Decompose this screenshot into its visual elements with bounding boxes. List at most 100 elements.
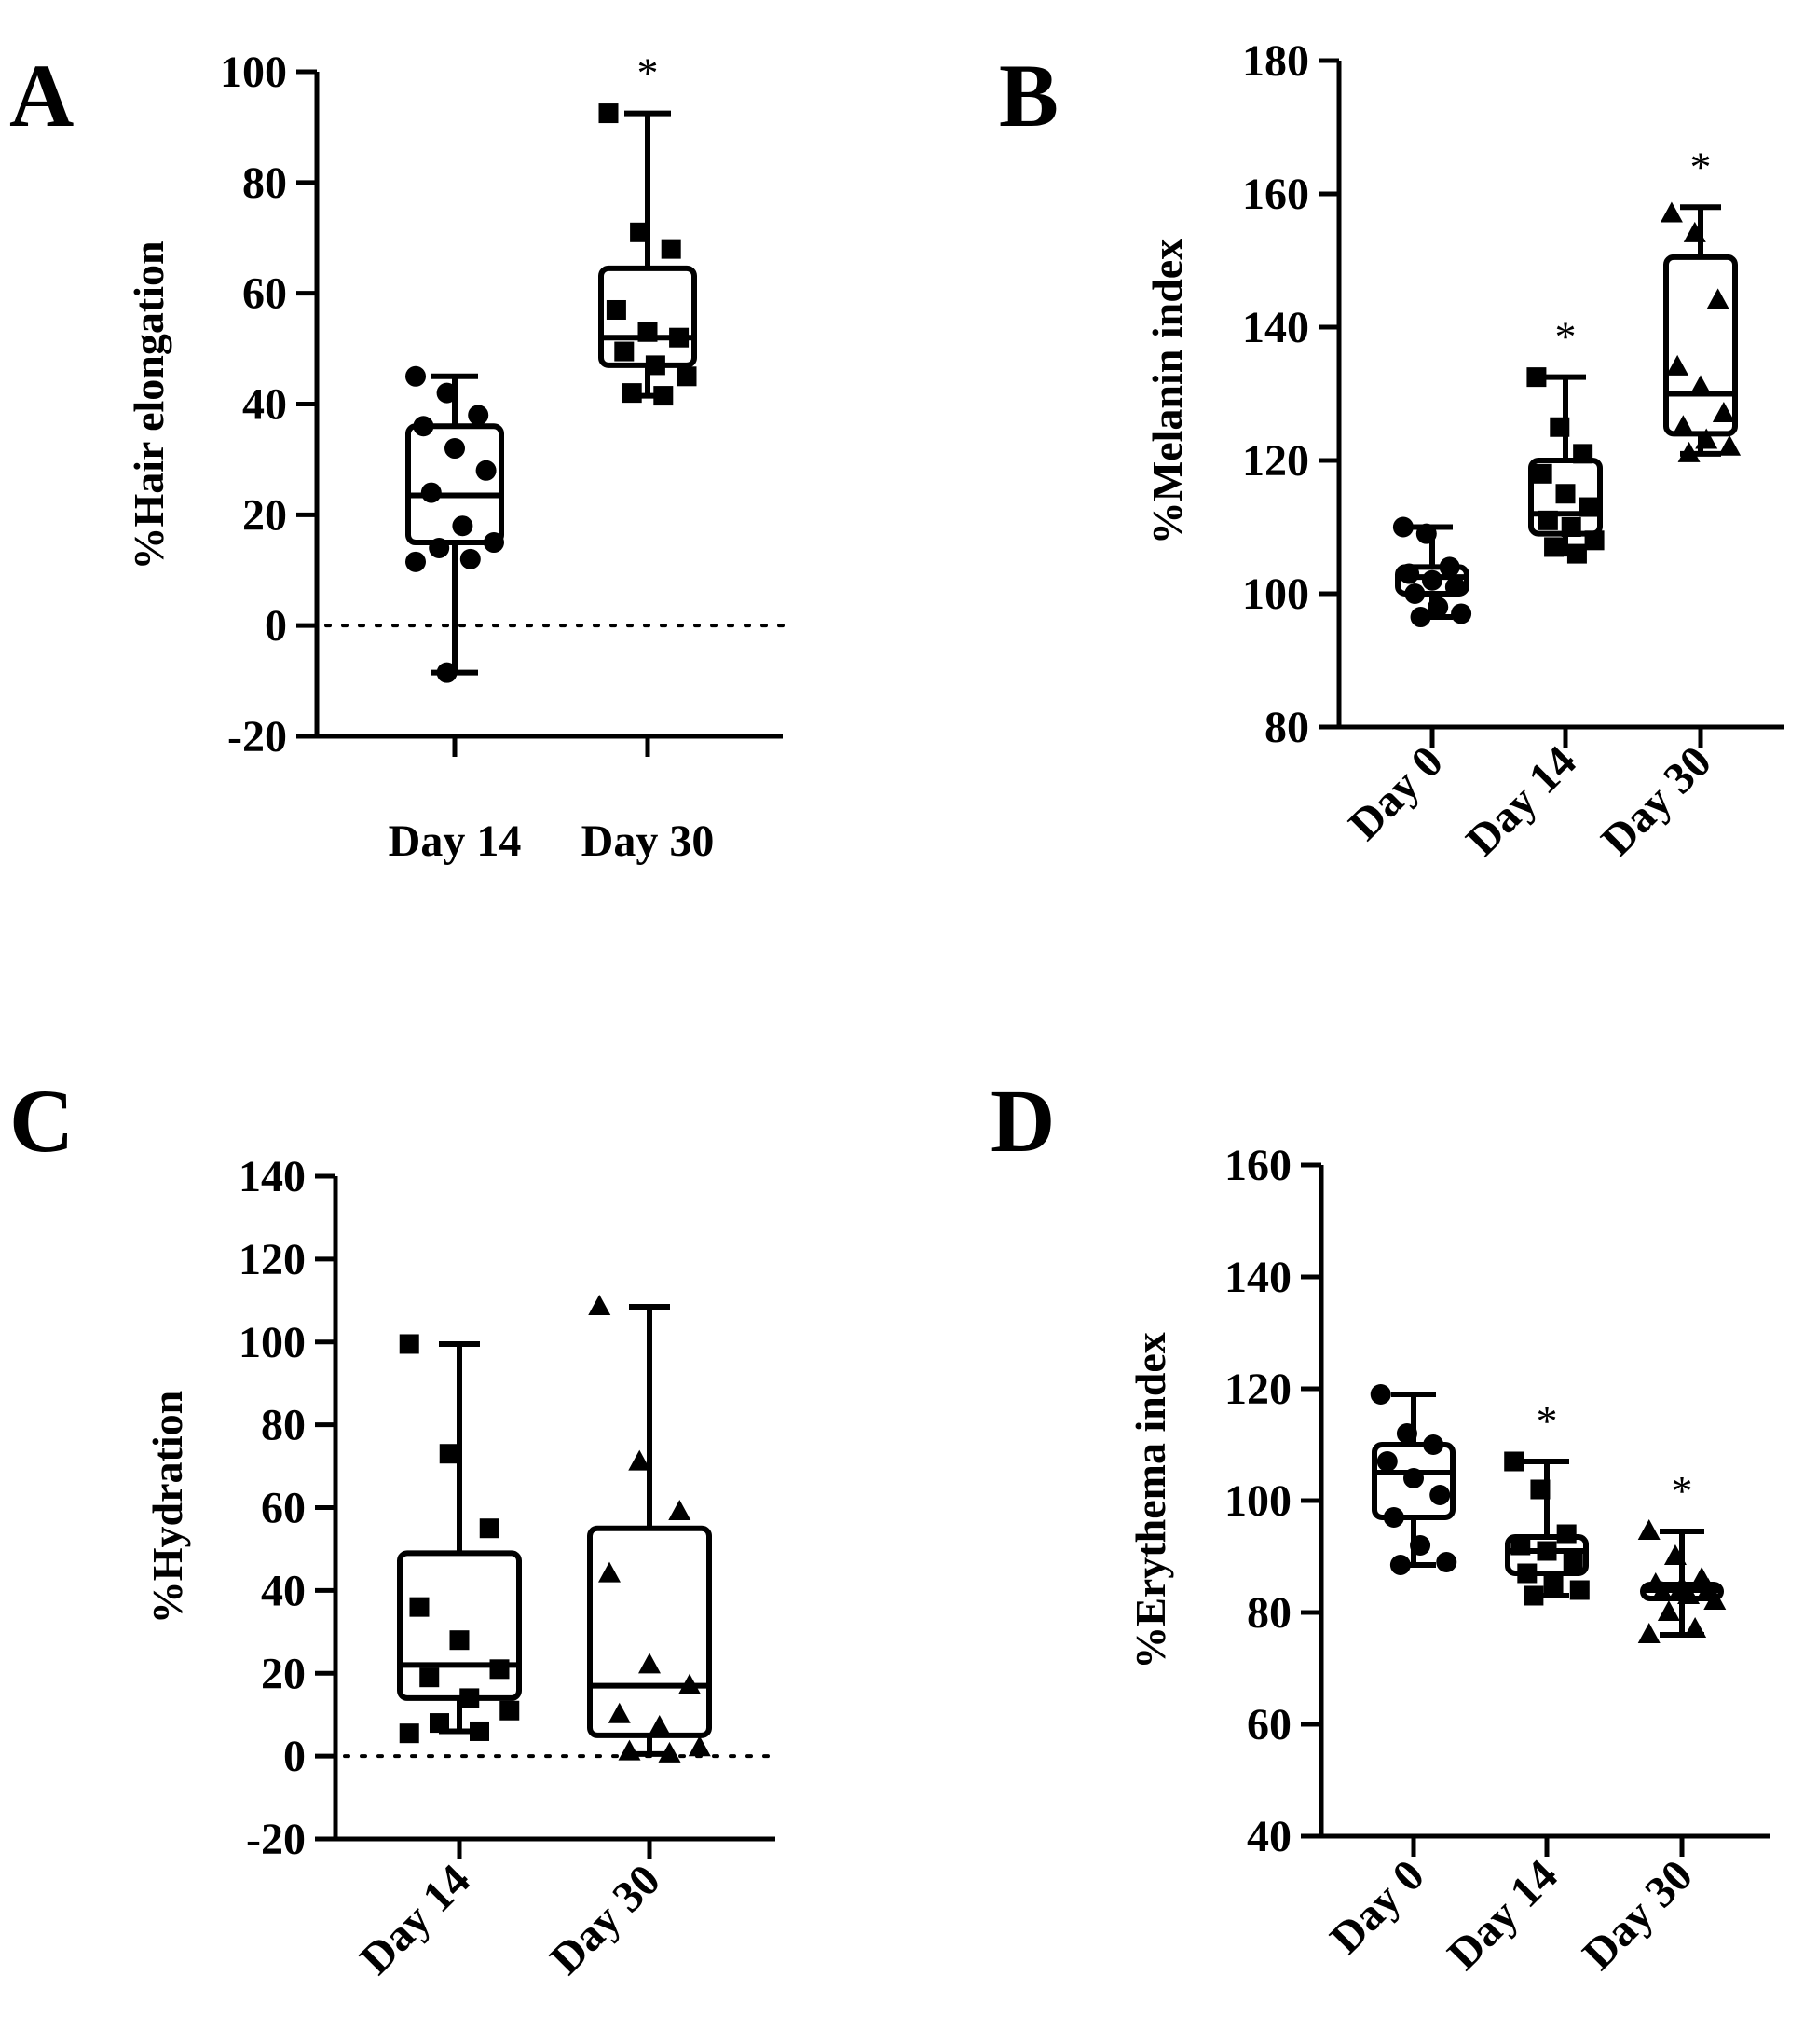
- data-point-a: [452, 515, 473, 537]
- box-iqr-d: [1372, 1442, 1456, 1520]
- data-point-b: [1428, 597, 1449, 618]
- data-point-d: [1423, 1434, 1444, 1455]
- data-point-d: [1530, 1479, 1551, 1500]
- box-group-b-3: Day 30 *: [1592, 143, 1742, 866]
- y-tick-label-c: 60: [261, 1484, 306, 1533]
- significance-asterisk-d: *: [1672, 1467, 1693, 1515]
- data-point-a: [598, 103, 619, 124]
- data-point-d: [1650, 1581, 1674, 1601]
- y-tick-label-d: 140: [1224, 1253, 1292, 1302]
- data-point-c: [608, 1702, 631, 1723]
- data-point-c: [429, 1713, 449, 1734]
- data-point-a: [669, 327, 690, 348]
- data-point-d: [1637, 1519, 1661, 1540]
- data-point-a: [459, 548, 481, 569]
- data-point-b: [1689, 375, 1712, 396]
- data-point-c: [449, 1630, 470, 1651]
- data-point-c: [459, 1688, 480, 1708]
- data-point-b: [1695, 428, 1718, 449]
- panel-letter-a: A: [9, 46, 74, 145]
- data-point-b: [1526, 367, 1547, 388]
- data-point-d: [1376, 1451, 1398, 1472]
- data-point-d: [1569, 1580, 1590, 1600]
- panel-c: C %Hydration -20 0 20 40 60 80 100 120 140 Day 14…: [9, 1071, 777, 1984]
- data-point-d: [1389, 1555, 1411, 1575]
- y-tick-label-a: -20: [227, 712, 287, 761]
- data-point-b: [1399, 563, 1420, 584]
- y-tick-label-a: 0: [265, 601, 287, 651]
- data-point-c: [658, 1741, 681, 1763]
- y-tick-label-a: 80: [242, 158, 287, 208]
- data-point-a: [444, 438, 465, 460]
- y-tick-label-b: 180: [1242, 36, 1309, 86]
- box-group-d-2: Day 14 *: [1438, 1397, 1590, 1980]
- box-iqr-b: [1663, 254, 1738, 437]
- data-point-c: [668, 1499, 691, 1520]
- y-tick-label-c: 0: [283, 1732, 306, 1781]
- box-group-a-1: Day 14: [389, 365, 521, 866]
- data-point-d: [1524, 1585, 1544, 1606]
- data-point-b: [1579, 497, 1599, 517]
- x-tick-label-b: Day 30: [1592, 736, 1720, 865]
- y-tick-label-d: 80: [1247, 1588, 1292, 1638]
- x-tick-label-b: Day 14: [1456, 736, 1585, 865]
- data-point-a: [645, 355, 665, 376]
- data-point-a: [606, 299, 626, 320]
- panel-letter-d: D: [991, 1071, 1055, 1171]
- data-point-b: [1451, 603, 1472, 624]
- data-point-b: [1584, 530, 1605, 551]
- plot-area-b: 80 100 120 140 160 180 Day 0 Day 14 * Day 30 *: [1242, 36, 1784, 866]
- data-point-a: [429, 537, 450, 558]
- significance-asterisk-d: *: [1537, 1397, 1558, 1445]
- y-tick-label-c: 20: [261, 1649, 306, 1698]
- data-point-b: [1410, 607, 1431, 628]
- panel-a: A %Hair elongation -20 0 20 40 60 80 100 Day 14…: [9, 46, 785, 866]
- y-tick-label-d: 60: [1247, 1700, 1292, 1749]
- data-point-b: [1683, 221, 1706, 242]
- data-point-a: [436, 382, 458, 404]
- data-point-a: [468, 405, 489, 426]
- significance-asterisk-a: *: [637, 49, 659, 97]
- y-tick-label-b: 140: [1242, 303, 1309, 352]
- data-point-b: [1392, 516, 1414, 538]
- x-tick-label-c: Day 14: [350, 1855, 479, 1983]
- data-point-d: [1436, 1552, 1457, 1572]
- data-point-d: [1410, 1535, 1431, 1556]
- data-point-b: [1538, 510, 1558, 530]
- data-point-c: [628, 1449, 651, 1471]
- y-tick-label-c: 80: [261, 1401, 306, 1450]
- y-tick-label-c: 100: [239, 1318, 306, 1367]
- data-point-a: [661, 239, 681, 259]
- y-tick-label-c: 120: [239, 1235, 306, 1284]
- data-point-d: [1556, 1524, 1577, 1544]
- data-point-d: [1403, 1468, 1424, 1488]
- data-point-d: [1703, 1589, 1727, 1610]
- box-iqr-a: [405, 423, 504, 546]
- data-point-c: [618, 1739, 641, 1761]
- box-group-c-1: Day 14: [350, 1334, 522, 1984]
- data-point-a: [475, 460, 497, 481]
- y-tick-label-c: 140: [239, 1152, 306, 1201]
- data-point-a: [614, 341, 635, 362]
- data-point-a: [622, 383, 642, 404]
- data-point-a: [405, 365, 426, 387]
- data-point-d: [1684, 1617, 1707, 1638]
- data-point-c: [419, 1667, 440, 1688]
- data-point-c: [638, 1653, 661, 1674]
- data-point-d: [1543, 1574, 1564, 1595]
- y-tick-label-b: 160: [1242, 170, 1309, 219]
- y-tick-label-d: 120: [1224, 1365, 1292, 1414]
- y-axis-label-a: %Hair elongation: [125, 240, 172, 569]
- y-axis-label-c: %Hydration: [144, 1391, 191, 1624]
- y-tick-label-b: 100: [1242, 569, 1309, 619]
- data-point-d: [1637, 1623, 1661, 1643]
- significance-asterisk-b: *: [1690, 143, 1712, 190]
- data-point-a: [630, 222, 650, 242]
- plot-area-d: 40 60 80 100 120 140 160 Day 0 Day 14 * Day 30 *: [1224, 1141, 1770, 1980]
- data-point-b: [1422, 569, 1442, 591]
- data-point-c: [470, 1721, 490, 1741]
- box-iqr-d: [1505, 1534, 1589, 1576]
- data-point-b: [1404, 583, 1426, 604]
- data-point-b: [1660, 201, 1683, 223]
